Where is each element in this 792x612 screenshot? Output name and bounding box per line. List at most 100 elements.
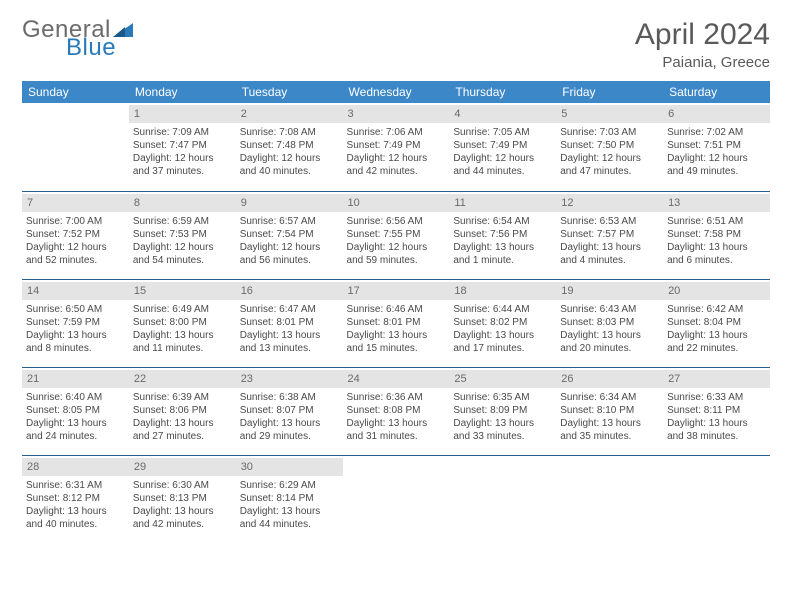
sunset-text: Sunset: 7:49 PM — [453, 139, 552, 152]
sunset-text: Sunset: 8:01 PM — [240, 316, 339, 329]
sunrise-text: Sunrise: 7:05 AM — [453, 126, 552, 139]
calendar-cell — [449, 455, 556, 543]
sunset-text: Sunset: 8:03 PM — [560, 316, 659, 329]
daylight1-text: Daylight: 13 hours — [133, 417, 232, 430]
sunrise-text: Sunrise: 6:59 AM — [133, 215, 232, 228]
sunrise-text: Sunrise: 7:06 AM — [347, 126, 446, 139]
daylight2-text: and 42 minutes. — [347, 165, 446, 178]
sunset-text: Sunset: 7:48 PM — [240, 139, 339, 152]
day-number: 6 — [663, 105, 770, 123]
sunrise-text: Sunrise: 7:08 AM — [240, 126, 339, 139]
weekday-header: Monday — [129, 81, 236, 103]
calendar-cell — [556, 455, 663, 543]
sunrise-text: Sunrise: 7:00 AM — [26, 215, 125, 228]
calendar-cell: 1Sunrise: 7:09 AMSunset: 7:47 PMDaylight… — [129, 103, 236, 191]
sunrise-text: Sunrise: 6:38 AM — [240, 391, 339, 404]
sunset-text: Sunset: 8:12 PM — [26, 492, 125, 505]
sunset-text: Sunset: 7:50 PM — [560, 139, 659, 152]
calendar-cell — [22, 103, 129, 191]
daylight1-text: Daylight: 12 hours — [133, 241, 232, 254]
sunset-text: Sunset: 7:59 PM — [26, 316, 125, 329]
page-title: April 2024 — [635, 18, 770, 52]
sunrise-text: Sunrise: 6:34 AM — [560, 391, 659, 404]
sunset-text: Sunset: 7:47 PM — [133, 139, 232, 152]
sunrise-text: Sunrise: 7:09 AM — [133, 126, 232, 139]
sunset-text: Sunset: 8:00 PM — [133, 316, 232, 329]
calendar-cell: 14Sunrise: 6:50 AMSunset: 7:59 PMDayligh… — [22, 279, 129, 367]
sunrise-text: Sunrise: 6:44 AM — [453, 303, 552, 316]
daylight2-text: and 4 minutes. — [560, 254, 659, 267]
calendar-row: 14Sunrise: 6:50 AMSunset: 7:59 PMDayligh… — [22, 279, 770, 367]
calendar-cell: 4Sunrise: 7:05 AMSunset: 7:49 PMDaylight… — [449, 103, 556, 191]
daylight1-text: Daylight: 13 hours — [240, 329, 339, 342]
sunset-text: Sunset: 8:01 PM — [347, 316, 446, 329]
weekday-header: Thursday — [449, 81, 556, 103]
header: GeneralBlue April 2024 Paiania, Greece — [22, 18, 770, 71]
calendar-cell: 17Sunrise: 6:46 AMSunset: 8:01 PMDayligh… — [343, 279, 450, 367]
logo-text-2: Blue — [66, 36, 134, 60]
sunset-text: Sunset: 8:10 PM — [560, 404, 659, 417]
calendar-cell: 15Sunrise: 6:49 AMSunset: 8:00 PMDayligh… — [129, 279, 236, 367]
calendar-cell: 29Sunrise: 6:30 AMSunset: 8:13 PMDayligh… — [129, 455, 236, 543]
daylight2-text: and 27 minutes. — [133, 430, 232, 443]
day-number: 13 — [663, 194, 770, 212]
daylight2-text: and 37 minutes. — [133, 165, 232, 178]
day-number: 12 — [556, 194, 663, 212]
sunrise-text: Sunrise: 6:30 AM — [133, 479, 232, 492]
day-number: 22 — [129, 370, 236, 388]
sunrise-text: Sunrise: 6:53 AM — [560, 215, 659, 228]
day-number: 11 — [449, 194, 556, 212]
calendar-cell: 7Sunrise: 7:00 AMSunset: 7:52 PMDaylight… — [22, 191, 129, 279]
daylight1-text: Daylight: 12 hours — [240, 241, 339, 254]
calendar-cell: 21Sunrise: 6:40 AMSunset: 8:05 PMDayligh… — [22, 367, 129, 455]
day-number: 26 — [556, 370, 663, 388]
sunrise-text: Sunrise: 6:31 AM — [26, 479, 125, 492]
sunrise-text: Sunrise: 6:29 AM — [240, 479, 339, 492]
day-number: 20 — [663, 282, 770, 300]
day-number: 27 — [663, 370, 770, 388]
sunrise-text: Sunrise: 6:40 AM — [26, 391, 125, 404]
calendar-cell: 23Sunrise: 6:38 AMSunset: 8:07 PMDayligh… — [236, 367, 343, 455]
daylight1-text: Daylight: 13 hours — [240, 505, 339, 518]
daylight2-text: and 54 minutes. — [133, 254, 232, 267]
day-number: 24 — [343, 370, 450, 388]
sunset-text: Sunset: 8:08 PM — [347, 404, 446, 417]
day-number: 9 — [236, 194, 343, 212]
calendar-cell: 26Sunrise: 6:34 AMSunset: 8:10 PMDayligh… — [556, 367, 663, 455]
title-block: April 2024 Paiania, Greece — [635, 18, 770, 71]
calendar-cell: 2Sunrise: 7:08 AMSunset: 7:48 PMDaylight… — [236, 103, 343, 191]
sunrise-text: Sunrise: 6:43 AM — [560, 303, 659, 316]
daylight1-text: Daylight: 12 hours — [560, 152, 659, 165]
sunrise-text: Sunrise: 6:35 AM — [453, 391, 552, 404]
calendar-cell: 24Sunrise: 6:36 AMSunset: 8:08 PMDayligh… — [343, 367, 450, 455]
sunrise-text: Sunrise: 6:33 AM — [667, 391, 766, 404]
weekday-header: Sunday — [22, 81, 129, 103]
daylight2-text: and 47 minutes. — [560, 165, 659, 178]
day-number: 25 — [449, 370, 556, 388]
calendar-cell: 18Sunrise: 6:44 AMSunset: 8:02 PMDayligh… — [449, 279, 556, 367]
sunset-text: Sunset: 8:04 PM — [667, 316, 766, 329]
sunset-text: Sunset: 7:53 PM — [133, 228, 232, 241]
sunrise-text: Sunrise: 6:56 AM — [347, 215, 446, 228]
daylight2-text: and 22 minutes. — [667, 342, 766, 355]
daylight2-text: and 6 minutes. — [667, 254, 766, 267]
calendar-header-row: SundayMondayTuesdayWednesdayThursdayFrid… — [22, 81, 770, 103]
day-number: 16 — [236, 282, 343, 300]
sunrise-text: Sunrise: 7:03 AM — [560, 126, 659, 139]
daylight1-text: Daylight: 13 hours — [347, 417, 446, 430]
calendar-cell: 8Sunrise: 6:59 AMSunset: 7:53 PMDaylight… — [129, 191, 236, 279]
calendar-cell: 12Sunrise: 6:53 AMSunset: 7:57 PMDayligh… — [556, 191, 663, 279]
day-number: 10 — [343, 194, 450, 212]
sunrise-text: Sunrise: 6:47 AM — [240, 303, 339, 316]
daylight2-text: and 13 minutes. — [240, 342, 339, 355]
sunset-text: Sunset: 8:02 PM — [453, 316, 552, 329]
daylight2-text: and 52 minutes. — [26, 254, 125, 267]
daylight1-text: Daylight: 13 hours — [560, 329, 659, 342]
sunset-text: Sunset: 7:57 PM — [560, 228, 659, 241]
daylight1-text: Daylight: 13 hours — [347, 329, 446, 342]
logo: GeneralBlue — [22, 18, 134, 60]
daylight2-text: and 44 minutes. — [453, 165, 552, 178]
weekday-header: Saturday — [663, 81, 770, 103]
day-number: 15 — [129, 282, 236, 300]
calendar-page: GeneralBlue April 2024 Paiania, Greece S… — [0, 0, 792, 561]
